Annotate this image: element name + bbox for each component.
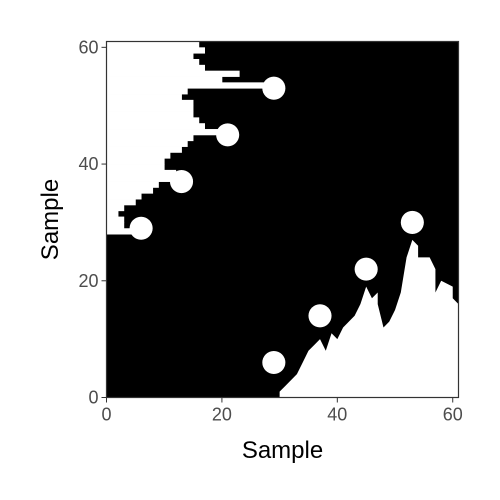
heatmap-white-row-cell (106, 152, 171, 159)
heatmap-white-row-cell (106, 59, 200, 66)
heatmap-white-row-cell (106, 193, 142, 200)
heatmap-white-blob (129, 216, 153, 240)
x-tick-label: 20 (212, 405, 232, 425)
heatmap-white-row-cell (106, 99, 194, 107)
heatmap-white-row-cell (106, 158, 165, 165)
heatmap-white-row-cell (106, 222, 125, 229)
heatmap-white-row-cell (106, 228, 142, 235)
heatmap-white-row-cell (106, 210, 119, 217)
heatmap-white-row-cell (106, 82, 269, 89)
heatmap-white-blob (308, 304, 332, 328)
heatmap-white-row-cell (106, 187, 154, 194)
heatmap-white-row-cell (106, 199, 136, 206)
heatmap-white-row-cell (106, 175, 182, 182)
y-tick-label: 60 (78, 37, 98, 57)
heatmap-white-row-cell (106, 129, 229, 136)
heatmap-white-blob (400, 210, 424, 234)
x-axis: 0 20 40 60 (101, 397, 463, 425)
heatmap-white-lower-region (279, 239, 459, 398)
y-tick-label: 40 (78, 154, 98, 174)
heatmap-white-blob (216, 123, 240, 147)
heatmap-white-row-cell (106, 41, 200, 48)
heatmap-white-blob (354, 257, 378, 281)
y-tick-label: 0 (88, 388, 98, 408)
plot-frame (105, 40, 460, 399)
plot-area (105, 40, 460, 399)
x-tick-label: 60 (443, 405, 463, 425)
heatmap-white-row-cell (106, 94, 182, 101)
y-tick-label: 20 (78, 271, 98, 291)
heatmap-white-row-cell (106, 64, 205, 72)
y-axis: 0 20 40 60 (78, 37, 107, 408)
heatmap-white-row-cell (106, 146, 182, 153)
heatmap-white-row-cell (106, 134, 194, 142)
y-axis-label: Sample (37, 179, 64, 260)
heatmap-white-layer (106, 41, 459, 398)
x-tick-label: 0 (101, 405, 111, 425)
x-axis-label: Sample (242, 437, 323, 464)
heatmap-white-row-cell (106, 204, 125, 212)
heatmap-white-blob (169, 170, 194, 194)
heatmap-white-row-cell (106, 111, 194, 118)
x-tick-label: 40 (327, 405, 347, 425)
heatmap-white-row-cell (106, 169, 177, 177)
heatmap-white-row-cell (106, 70, 240, 77)
heatmap-white-blob (262, 76, 286, 100)
heatmap-white-row-cell (106, 47, 205, 54)
heatmap-white-blob (262, 350, 286, 375)
heatmap-white-row-cell (106, 216, 125, 223)
heatmap-white-row-cell (106, 164, 165, 171)
heatmap-white-row-cell (106, 181, 159, 188)
heatmap-white-row-cell (106, 88, 188, 95)
heatmap-white-row-cell (106, 105, 194, 112)
heatmap-white-row-cell (106, 53, 194, 60)
heatmap-white-row-cell (106, 117, 200, 124)
heatmap-white-row-cell (106, 140, 188, 147)
heatmap-white-row-cell (106, 76, 223, 83)
heatmap-white-row-cell (106, 123, 205, 130)
